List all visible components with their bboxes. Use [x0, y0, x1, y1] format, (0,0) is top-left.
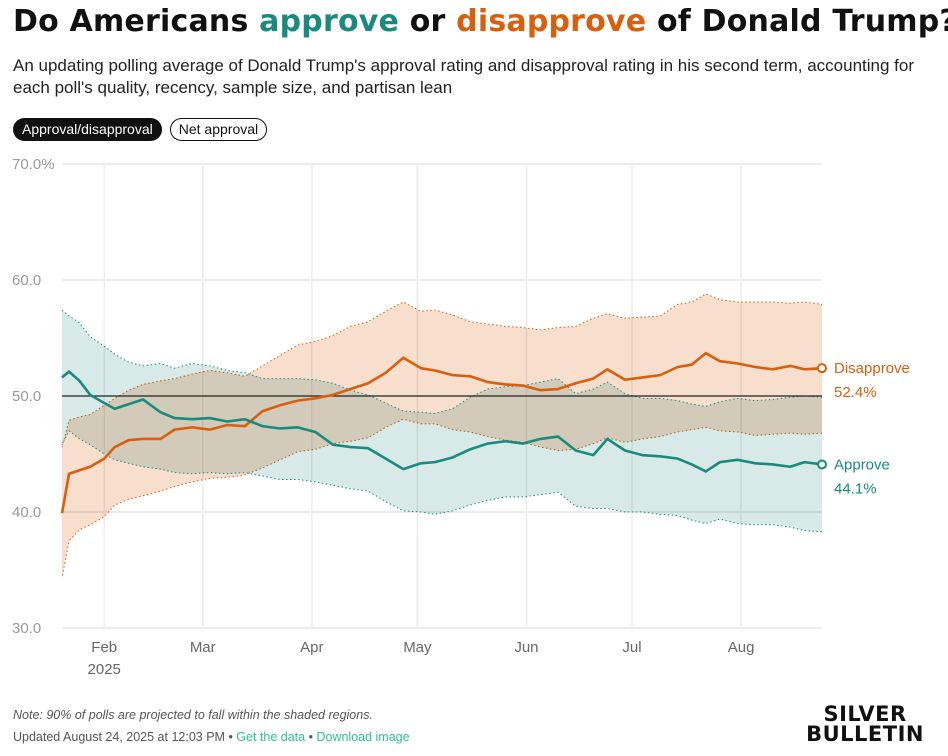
toggle-approval-disapproval[interactable]: Approval/disapproval — [13, 118, 162, 141]
x-tick-label: Aug — [728, 639, 755, 656]
download-image-link[interactable]: Download image — [316, 730, 410, 744]
title-disapprove: disapprove — [456, 4, 647, 39]
page-title: Do Americans approve or disapprove of Do… — [13, 4, 948, 39]
approve-line — [61, 370, 823, 473]
x-tick-label: May — [403, 639, 432, 656]
page-subtitle: An updating polling average of Donald Tr… — [13, 56, 915, 97]
separator: • — [224, 730, 237, 744]
updated-line: Updated August 24, 2025 at 12:03 PM • Ge… — [13, 730, 410, 744]
title-approve: approve — [259, 4, 400, 39]
approve-end-marker — [817, 459, 827, 470]
updated-timestamp: Updated August 24, 2025 at 12:03 PM — [13, 730, 225, 744]
y-tick-label: 70.0% — [12, 156, 55, 173]
approval-chart: 70.0% 60.0 50.0 40.0 30.0 Feb Mar Apr May Jun Jul A… — [12, 156, 910, 678]
x-year-label: 2025 — [88, 661, 121, 678]
chart-note: Note: 90% of polls are projected to fall… — [13, 708, 373, 722]
x-tick-label: Mar — [190, 639, 216, 656]
title-suffix: of Donald Trump? — [646, 4, 948, 39]
disapprove-series-label: Disapprove — [834, 360, 910, 377]
y-tick-label: 30.0 — [12, 620, 41, 637]
title-or: or — [399, 4, 457, 39]
disapprove-end-marker — [817, 363, 827, 374]
disapprove-value-label: 52.4% — [834, 384, 877, 401]
silver-bulletin-logo: SILVER BULLETIN — [806, 702, 924, 746]
disapprove-band — [62, 293, 822, 579]
x-tick-label: Jun — [514, 639, 538, 656]
title-prefix: Do Americans — [13, 4, 260, 39]
x-tick-label: Apr — [300, 639, 323, 656]
y-tick-label: 60.0 — [12, 272, 41, 289]
x-tick-label: Feb — [91, 639, 117, 656]
view-toggle: Approval/disapproval Net approval — [13, 118, 268, 141]
logo-line-1: SILVER — [823, 702, 907, 726]
approve-value-label: 44.1% — [834, 480, 877, 497]
get-data-link[interactable]: Get the data — [236, 730, 306, 744]
x-tick-label: Jul — [622, 639, 641, 656]
approve-band-lower — [61, 430, 823, 533]
y-tick-label: 40.0 — [12, 504, 41, 521]
y-tick-label: 50.0 — [12, 388, 41, 405]
toggle-net-approval[interactable]: Net approval — [169, 118, 268, 141]
separator: • — [305, 730, 317, 744]
approve-band — [62, 310, 822, 532]
approve-series-label: Approve — [834, 456, 890, 473]
disapprove-line — [60, 351, 823, 514]
logo-line-2: BULLETIN — [806, 722, 924, 746]
